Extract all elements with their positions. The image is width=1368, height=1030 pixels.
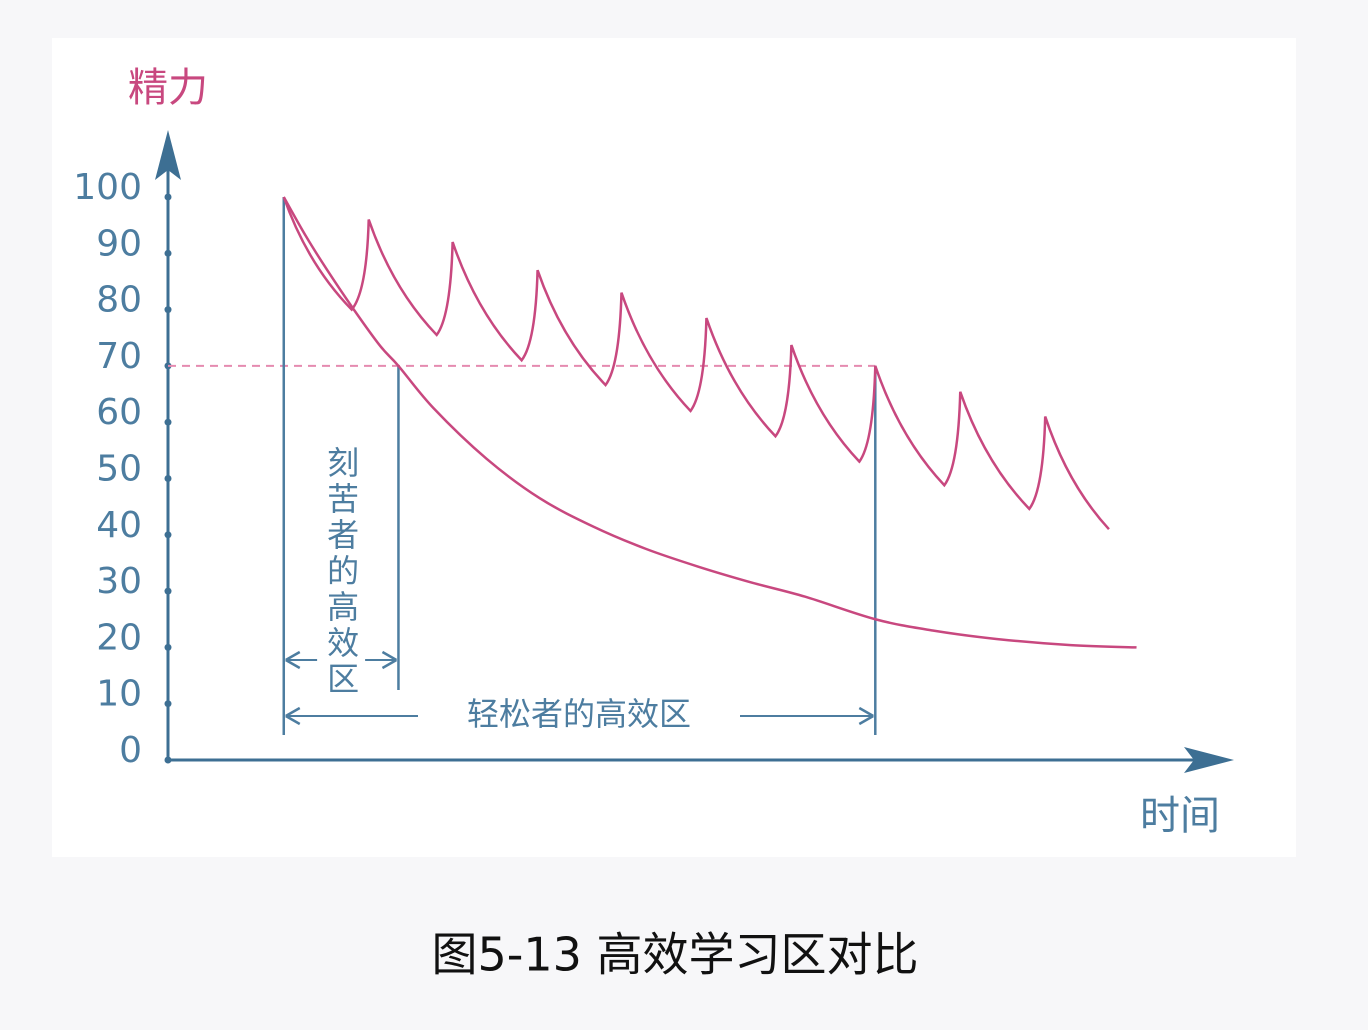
x-axis-arrow	[1184, 747, 1234, 773]
y-tick-label: 70	[96, 336, 142, 377]
y-tick-label: 90	[96, 223, 142, 264]
y-tick-label: 50	[96, 449, 142, 490]
y-tick-label: 40	[96, 505, 142, 546]
y-tick-label: 100	[73, 167, 142, 208]
y-tick-label: 60	[96, 392, 142, 433]
panel	[52, 38, 1296, 857]
y-tick-mark	[164, 249, 172, 257]
y-tick-mark	[164, 418, 172, 426]
y-tick-mark	[164, 756, 172, 764]
energy-line	[282, 196, 1137, 649]
caption: 图5-13 高效学习区对比	[431, 928, 918, 982]
y-tick-mark	[164, 700, 172, 708]
y-tick-label: 30	[96, 561, 142, 602]
y-tick-mark	[164, 643, 172, 651]
arrow-head	[381, 650, 398, 670]
y-tick-mark	[164, 531, 172, 539]
zone-label: 刻苦者的高效区	[322, 446, 360, 698]
y-axis-arrow	[155, 130, 181, 180]
y-tick-mark	[164, 306, 172, 314]
arrow-head	[858, 706, 874, 726]
arrow-head	[285, 706, 301, 726]
y-tick-mark	[164, 475, 172, 482]
zone-label: 轻松者的高效区	[467, 695, 691, 733]
y-tick-label: 10	[96, 674, 142, 715]
y-tick-label: 0	[119, 730, 142, 771]
energy-line	[282, 196, 1110, 531]
y-axis-label: 精力	[128, 65, 208, 111]
y-tick-label: 80	[96, 280, 142, 321]
arrow-head	[285, 650, 301, 670]
y-tick-mark	[164, 587, 172, 595]
y-tick-mark	[164, 193, 172, 201]
y-tick-label: 20	[96, 617, 142, 658]
x-axis-label: 时间	[1140, 793, 1220, 839]
